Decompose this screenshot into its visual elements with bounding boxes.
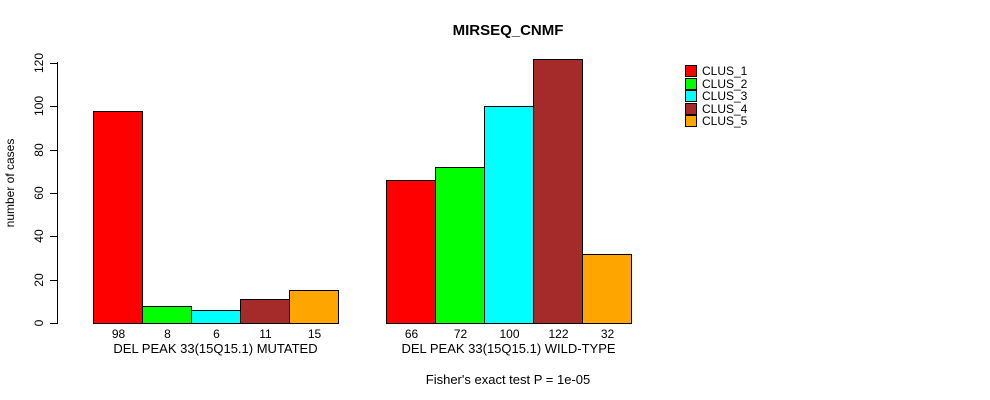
bar-clus_1-group1 (93, 111, 143, 324)
bar-clus_3-group1 (191, 310, 241, 324)
y-tick-label: 80 (32, 143, 46, 157)
legend-swatch-clus_1 (685, 65, 697, 77)
bar-value-label: 100 (499, 327, 520, 341)
legend-label-clus_1: CLUS_1 (702, 64, 748, 78)
bar-value-label: 122 (548, 327, 569, 341)
x-axis-group-label: DEL PEAK 33(15Q15.1) WILD-TYPE (401, 341, 616, 356)
y-axis-tick (50, 63, 57, 64)
legend-label-clus_3: CLUS_3 (702, 89, 748, 103)
bar-clus_4-group2 (533, 59, 583, 324)
bar-clus_3-group2 (484, 106, 534, 324)
y-axis-tick (50, 150, 57, 151)
footer-note: Fisher's exact test P = 1e-05 (425, 372, 591, 387)
bar-clus_2-group1 (142, 306, 192, 324)
y-tick-label: 120 (32, 52, 46, 74)
y-axis-tick (50, 323, 57, 324)
bar-clus_5-group1 (289, 290, 339, 324)
y-axis-tick (50, 106, 57, 107)
bar-value-label: 72 (453, 327, 468, 341)
y-tick-label: 0 (32, 319, 46, 327)
y-tick-label: 60 (32, 186, 46, 200)
bar-value-label: 98 (111, 327, 126, 341)
y-tick-label: 20 (32, 273, 46, 287)
chart-title: MIRSEQ_CNMF (452, 22, 564, 39)
bar-value-label: 6 (213, 327, 220, 341)
y-axis-tick (50, 193, 57, 194)
bar-value-label: 15 (307, 327, 322, 341)
y-axis-tick (50, 280, 57, 281)
legend-swatch-clus_5 (685, 115, 697, 127)
bar-value-label: 11 (259, 327, 272, 341)
legend-swatch-clus_3 (685, 90, 697, 102)
bar-clus_1-group2 (386, 180, 436, 324)
legend-label-clus_4: CLUS_4 (702, 101, 748, 116)
y-tick-label: 100 (32, 95, 46, 117)
legend-label-clus_2: CLUS_2 (702, 76, 748, 91)
bar-value-label: 32 (600, 327, 615, 341)
legend-label-clus_5: CLUS_5 (702, 114, 748, 128)
bar-clus_5-group2 (582, 254, 632, 324)
bar-clus_4-group1 (240, 299, 290, 324)
y-axis-tick (50, 236, 57, 237)
y-tick-label: 40 (32, 229, 46, 243)
legend-swatch-clus_4 (685, 102, 697, 115)
legend-swatch-clus_2 (685, 77, 697, 90)
y-axis-line (57, 62, 58, 324)
bar-clus_2-group2 (435, 167, 485, 324)
bar-value-label: 66 (404, 327, 419, 341)
bar-value-label: 8 (164, 327, 171, 341)
x-axis-group-label: DEL PEAK 33(15Q15.1) MUTATED (113, 341, 318, 356)
